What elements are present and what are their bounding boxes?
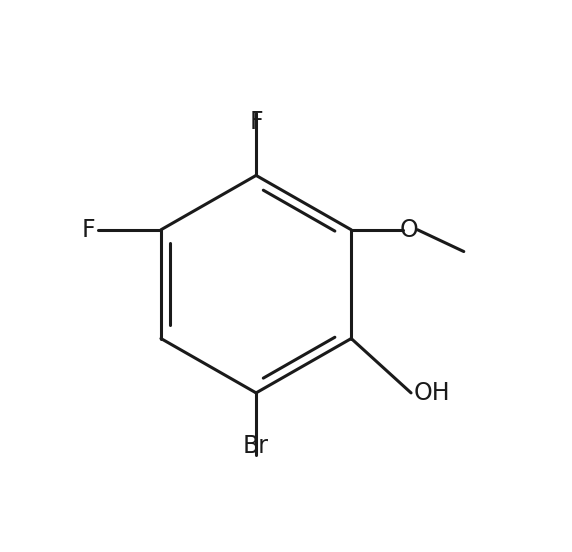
Text: OH: OH [414,381,450,405]
Text: F: F [249,110,263,134]
Text: F: F [82,218,96,242]
Text: O: O [400,218,419,242]
Text: Br: Br [243,434,269,458]
